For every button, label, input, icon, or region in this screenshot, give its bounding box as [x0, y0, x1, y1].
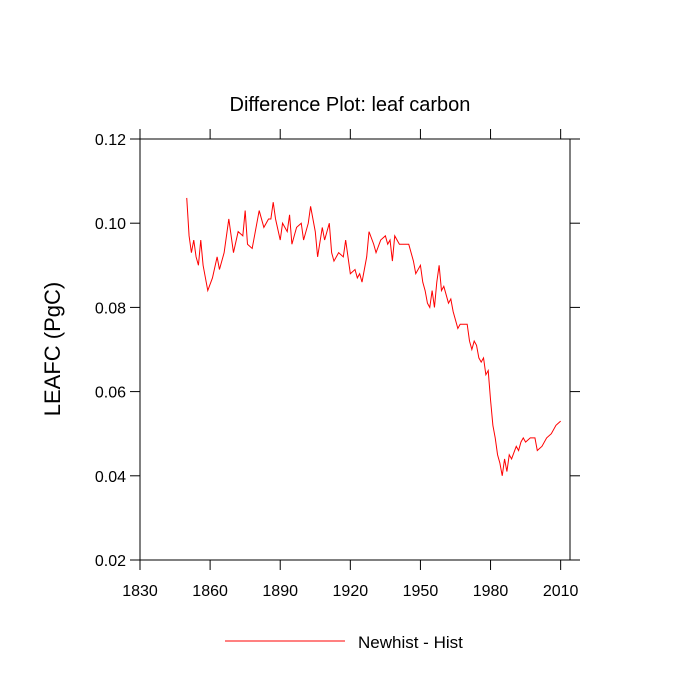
y-tick-label: 0.04 [95, 469, 126, 486]
x-tick-label: 1980 [473, 583, 509, 600]
legend-label: Newhist - Hist [358, 633, 463, 652]
y-tick-label: 0.12 [95, 132, 126, 149]
x-tick-label: 1920 [333, 583, 369, 600]
y-tick-label: 0.10 [95, 216, 126, 233]
x-tick-label: 2010 [543, 583, 579, 600]
y-tick-label: 0.08 [95, 300, 126, 317]
y-axis-label: LEAFC (PgC) [40, 282, 65, 416]
y-tick-label: 0.06 [95, 385, 126, 402]
x-tick-label: 1890 [262, 583, 298, 600]
data-line [186, 197, 561, 476]
x-tick-label: 1950 [403, 583, 439, 600]
plot-frame [139, 138, 571, 561]
y-tick-label: 0.02 [95, 553, 126, 570]
x-tick-label: 1860 [192, 583, 228, 600]
chart-title: Difference Plot: leaf carbon [230, 94, 471, 116]
x-tick-label: 1830 [122, 583, 158, 600]
